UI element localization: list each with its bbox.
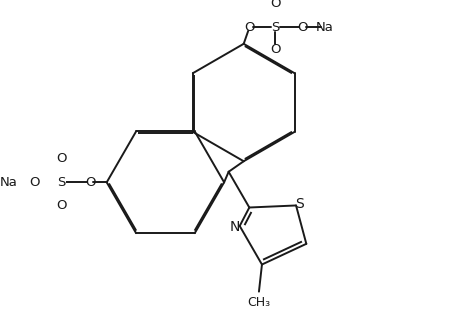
Text: O: O (56, 199, 67, 212)
Text: O: O (244, 21, 255, 34)
Text: S: S (57, 176, 66, 189)
Text: O: O (270, 43, 280, 56)
Text: Na: Na (316, 21, 334, 34)
Text: S: S (271, 21, 279, 34)
Text: O: O (270, 0, 280, 10)
Text: N: N (230, 220, 240, 234)
Text: Na: Na (0, 176, 18, 189)
Text: O: O (85, 176, 95, 189)
Text: CH₃: CH₃ (248, 296, 270, 309)
Text: S: S (295, 197, 304, 211)
Text: O: O (56, 152, 67, 165)
Text: O: O (29, 176, 40, 189)
Text: O: O (297, 21, 308, 34)
